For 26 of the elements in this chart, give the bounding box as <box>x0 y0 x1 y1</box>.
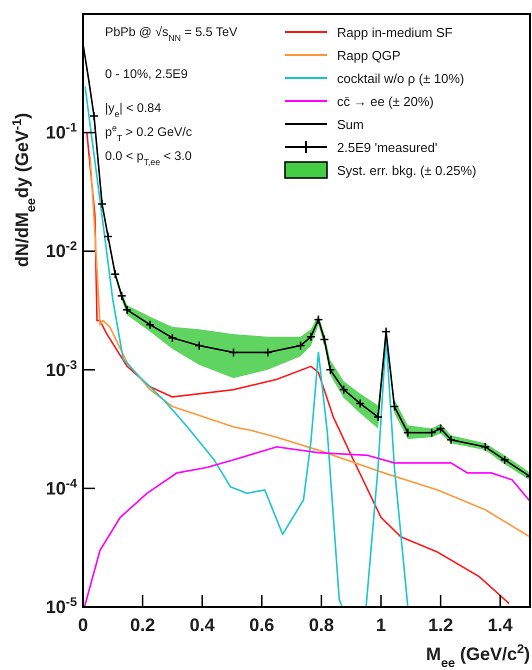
legend-label: cocktail w/o ρ (± 10%) <box>337 71 464 86</box>
legend-label: Sum <box>337 117 364 132</box>
x-tick-label: 0.6 <box>249 615 274 635</box>
x-tick-label: 0.2 <box>130 615 156 635</box>
y-tick-label: 10$^{-1}$ <box>46 120 77 143</box>
y-tick-label: 10$^{-4}$ <box>46 476 77 498</box>
legend-label: 2.5E9 'measured' <box>337 140 438 155</box>
x-tick-label: 1 <box>376 615 386 635</box>
annotation: |y$_{e}$| < 0.84 <box>105 101 162 119</box>
x-axis-title: M$_{ee}$ (GeV/c$^{2}$) <box>426 642 530 670</box>
legend-label: Rapp in-medium SF <box>337 25 453 40</box>
y-tick-label: 10$^{-3}$ <box>46 358 77 380</box>
x-tick-label: 0.4 <box>190 615 215 635</box>
annotation: Syst. err. bkg. (± 0.25%) <box>337 163 476 178</box>
y-tick-label: 10$^{-2}$ <box>46 239 77 262</box>
annotation: 0.0 < p$_{T,ee}$ < 3.0 <box>105 149 192 167</box>
annotation: 0 - 10%, 2.5E9 <box>105 67 188 81</box>
annotation: PbPb @ √s$_{NN}$ = 5.5 TeV <box>105 25 238 43</box>
legend-label: cc̄ → ee (± 20%) <box>337 94 434 109</box>
x-tick-label: 0.8 <box>308 615 334 635</box>
x-tick-label: 1.2 <box>428 615 454 635</box>
y-tick-label: 10$^{-5}$ <box>46 595 77 617</box>
annotation: p$^{e}$$_{T}$ > 0.2 GeV/c <box>105 123 192 143</box>
legend-label: Rapp QGP <box>337 48 401 63</box>
x-tick-label: 1.4 <box>488 615 513 635</box>
x-tick-label: 0 <box>78 615 88 635</box>
